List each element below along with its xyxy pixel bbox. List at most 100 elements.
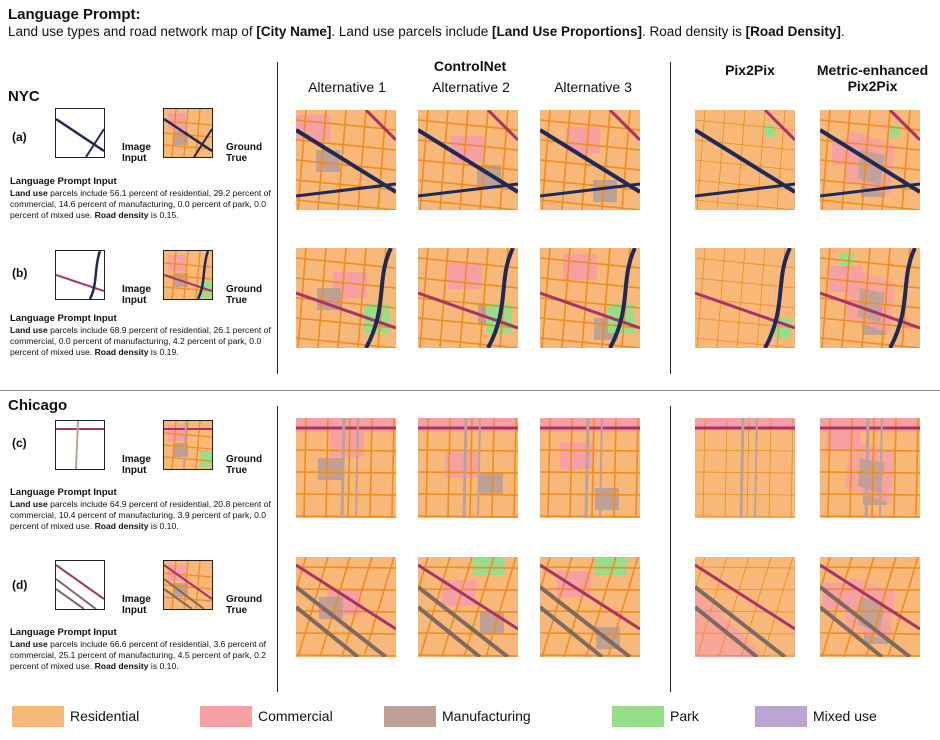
language-prompt-input: Language Prompt Input Land use parcels in… [10, 313, 275, 358]
row-label: (c) [12, 436, 27, 450]
road-density-value: is 0.15. [148, 210, 179, 220]
caption-line: Image [122, 454, 151, 465]
image-input-thumb [55, 560, 105, 610]
left-divider-bottom [277, 406, 278, 692]
caption-line: Ground [226, 594, 263, 605]
metric-heading-line2: Pix2Pix [847, 78, 898, 94]
controlnet-alt3-map [539, 247, 641, 349]
metric-pix2pix-map [819, 247, 921, 349]
lpi-heading: Language Prompt Input [10, 313, 117, 324]
prompt-text-d: . [840, 24, 845, 39]
ground-truth-caption: Ground True [226, 284, 262, 306]
controlnet-alt1-map [275, 556, 397, 659]
metric-pix2pix-heading: Metric-enhanced Pix2Pix [805, 62, 940, 94]
caption-line: Image [122, 284, 151, 295]
image-input-caption: Image Input [122, 284, 151, 306]
controlnet-alt2-map [416, 108, 520, 211]
pix2pix-map [694, 247, 796, 349]
alt1-heading: Alternative 1 [308, 79, 386, 95]
caption-line: Ground [226, 454, 263, 465]
road-density-value: is 0.10. [148, 521, 179, 531]
caption-line: Input [122, 295, 147, 306]
ground-truth-thumb [163, 108, 213, 158]
caption-line: Input [122, 153, 147, 164]
legend-swatch [200, 706, 252, 727]
alt2-heading: Alternative 2 [432, 79, 510, 95]
right-divider-bottom [670, 406, 671, 692]
ground-truth-caption: Ground True [226, 454, 262, 476]
row-label: (a) [12, 130, 27, 144]
metric-pix2pix-map [819, 417, 921, 519]
caption-line: Image [122, 594, 151, 605]
legend-swatch [612, 706, 664, 727]
prompt-text-b: . Land use parcels include [331, 24, 493, 39]
pix2pix-map [674, 556, 796, 659]
city-chicago: Chicago [8, 397, 68, 414]
image-input-caption: Image Input [122, 142, 151, 164]
legend-label: Manufacturing [442, 708, 531, 724]
legend-swatch [12, 706, 64, 727]
image-input-caption: Image Input [122, 454, 151, 476]
pix2pix-map [693, 108, 797, 211]
road-density-term: Road density [94, 521, 149, 531]
prompt-title: Language Prompt: [8, 6, 141, 23]
land-use-proportions: parcels include 68.9 percent of resident… [10, 325, 271, 357]
image-input-thumb [55, 420, 105, 470]
land-use-term: Land use [10, 639, 48, 649]
pix2pix-map [694, 417, 796, 519]
prompt-template: Land use types and road network map of [… [8, 24, 845, 39]
legend-label: Park [670, 708, 699, 724]
metric-pix2pix-map [799, 556, 921, 659]
metric-heading-line1: Metric-enhanced [816, 62, 929, 78]
ground-truth-thumb [163, 560, 213, 610]
controlnet-alt3-map [539, 417, 641, 519]
city-nyc: NYC [8, 88, 40, 105]
land-use-proportions: parcels include 66.6 percent of resident… [10, 639, 267, 671]
language-prompt-input: Language Prompt Input Land use parcels in… [10, 487, 275, 532]
ground-truth-caption: Ground True [226, 594, 262, 616]
road-density-value: is 0.19. [148, 347, 179, 357]
controlnet-heading: ControlNet [433, 58, 507, 74]
controlnet-alt3-map [519, 556, 641, 659]
land-use-term: Land use [10, 188, 48, 198]
controlnet-alt2-map [397, 556, 519, 659]
metric-pix2pix-map [818, 108, 922, 211]
caption-line: True [226, 605, 248, 616]
land-use-term: Land use [10, 499, 48, 509]
right-divider-top [670, 62, 671, 374]
city-token: [City Name] [256, 24, 332, 39]
ground-truth-caption: Ground True [226, 142, 262, 164]
caption-line: True [226, 153, 248, 164]
controlnet-alt3-map [538, 108, 642, 211]
alt3-heading: Alternative 3 [554, 79, 632, 95]
land-use-proportions: parcels include 64.9 percent of resident… [10, 499, 271, 531]
controlnet-alt1-map [295, 417, 397, 519]
left-divider-top [277, 62, 278, 374]
legend-swatch [384, 706, 436, 727]
legend-label: Mixed use [813, 708, 877, 724]
image-input-thumb [55, 250, 105, 300]
lpi-heading: Language Prompt Input [10, 627, 117, 638]
controlnet-alt2-map [417, 417, 519, 519]
caption-line: Input [122, 605, 147, 616]
row-label: (d) [12, 578, 28, 592]
caption-line: Input [122, 465, 147, 476]
density-token: [Road Density] [745, 24, 841, 39]
controlnet-alt2-map [417, 247, 519, 349]
ground-truth-thumb [163, 250, 213, 300]
prompt-text-c: . Road density is [642, 24, 746, 39]
road-density-term: Road density [94, 347, 149, 357]
road-density-term: Road density [94, 210, 149, 220]
caption-line: True [226, 465, 248, 476]
controlnet-alt1-map [295, 247, 397, 349]
prompt-text-a: Land use types and road network map of [8, 24, 257, 39]
caption-line: Image [122, 142, 151, 153]
language-prompt-input: Language Prompt Input Land use parcels in… [10, 627, 275, 672]
road-density-value: is 0.10. [148, 661, 179, 671]
legend-label: Residential [70, 708, 140, 724]
land-use-proportions: parcels include 56.1 percent of resident… [10, 188, 271, 220]
lpi-heading: Language Prompt Input [10, 176, 117, 187]
caption-line: Ground [226, 284, 263, 295]
pix2pix-heading: Pix2Pix [725, 62, 775, 78]
landuse-token: [Land Use Proportions] [492, 24, 643, 39]
